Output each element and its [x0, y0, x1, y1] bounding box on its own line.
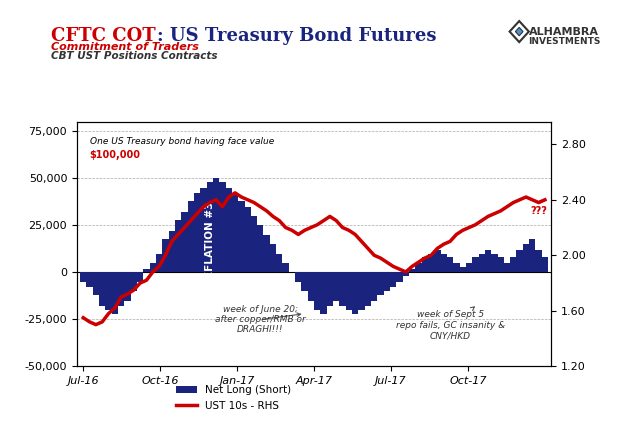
Bar	[510, 257, 517, 272]
Bar	[156, 253, 162, 272]
Bar	[200, 188, 206, 272]
Bar	[251, 216, 257, 272]
Bar	[396, 272, 403, 282]
Text: week of Sept 5
repo fails, GC insanity &
CNY/HKD: week of Sept 5 repo fails, GC insanity &…	[395, 307, 504, 340]
Bar	[301, 272, 308, 291]
Bar	[434, 250, 440, 272]
Bar	[485, 250, 491, 272]
Bar	[422, 257, 428, 272]
Bar	[403, 272, 409, 276]
Text: REFLATION #3: REFLATION #3	[204, 202, 215, 286]
Bar	[320, 272, 327, 314]
Bar	[112, 272, 118, 314]
Text: CFTC COT: CFTC COT	[51, 27, 156, 45]
Bar	[472, 257, 479, 272]
Text: CBT UST Positions Contracts: CBT UST Positions Contracts	[51, 51, 218, 61]
Bar	[529, 239, 535, 272]
Bar	[149, 263, 156, 272]
Bar	[409, 269, 415, 272]
Bar	[523, 244, 529, 272]
Bar	[339, 272, 345, 306]
Bar	[314, 272, 320, 310]
Bar	[378, 272, 384, 295]
Bar	[137, 272, 144, 282]
Bar	[169, 231, 175, 272]
Bar	[497, 257, 504, 272]
Bar	[358, 272, 365, 310]
Bar	[257, 225, 263, 272]
Bar	[333, 272, 339, 301]
Bar	[295, 272, 301, 282]
Bar	[93, 272, 99, 295]
Bar	[384, 272, 390, 291]
Bar	[308, 272, 314, 301]
Bar	[188, 201, 194, 272]
Bar	[80, 272, 87, 282]
Bar	[276, 253, 283, 272]
Bar	[87, 272, 93, 288]
Bar	[440, 253, 447, 272]
Bar	[345, 272, 352, 310]
Text: week of June 20;
after copper/RMB or
DRAGHI!!!: week of June 20; after copper/RMB or DRA…	[215, 305, 306, 334]
Bar	[131, 272, 137, 291]
Bar	[466, 263, 472, 272]
Bar	[232, 194, 238, 272]
Bar	[453, 263, 460, 272]
Text: INVESTMENTS: INVESTMENTS	[528, 37, 600, 46]
Bar	[535, 250, 542, 272]
Bar	[181, 212, 188, 272]
Text: One US Treasury bond having face value: One US Treasury bond having face value	[90, 137, 274, 146]
Bar	[219, 182, 226, 272]
Bar	[105, 272, 112, 310]
Bar	[244, 207, 251, 272]
Bar	[371, 272, 378, 301]
Bar	[270, 244, 276, 272]
Bar	[428, 253, 434, 272]
Bar	[263, 235, 270, 272]
Bar	[365, 272, 371, 306]
Bar	[99, 272, 105, 306]
Legend: Net Long (Short), UST 10s - RHS: Net Long (Short), UST 10s - RHS	[172, 381, 296, 415]
Bar	[175, 220, 181, 272]
Text: $100,000: $100,000	[90, 150, 140, 160]
Bar	[206, 182, 213, 272]
Bar	[327, 272, 333, 306]
Bar	[415, 263, 422, 272]
Bar	[479, 253, 485, 272]
Bar	[352, 272, 358, 314]
Text: ???: ???	[530, 205, 547, 216]
Text: : US Treasury Bond Futures: : US Treasury Bond Futures	[157, 27, 437, 45]
Bar	[447, 257, 453, 272]
Bar	[460, 267, 466, 272]
Bar	[213, 179, 219, 272]
Bar	[517, 250, 523, 272]
Bar	[542, 257, 548, 272]
Bar	[194, 194, 200, 272]
Bar	[226, 188, 232, 272]
Bar	[504, 263, 510, 272]
Bar	[283, 263, 289, 272]
Bar	[124, 272, 131, 301]
Text: Commitment of Traders: Commitment of Traders	[51, 42, 199, 52]
Bar	[118, 272, 124, 306]
Bar	[491, 253, 497, 272]
Bar	[162, 239, 169, 272]
Text: ALHAMBRA: ALHAMBRA	[529, 27, 599, 37]
Bar	[144, 269, 149, 272]
Bar	[238, 201, 244, 272]
Bar	[390, 272, 396, 288]
